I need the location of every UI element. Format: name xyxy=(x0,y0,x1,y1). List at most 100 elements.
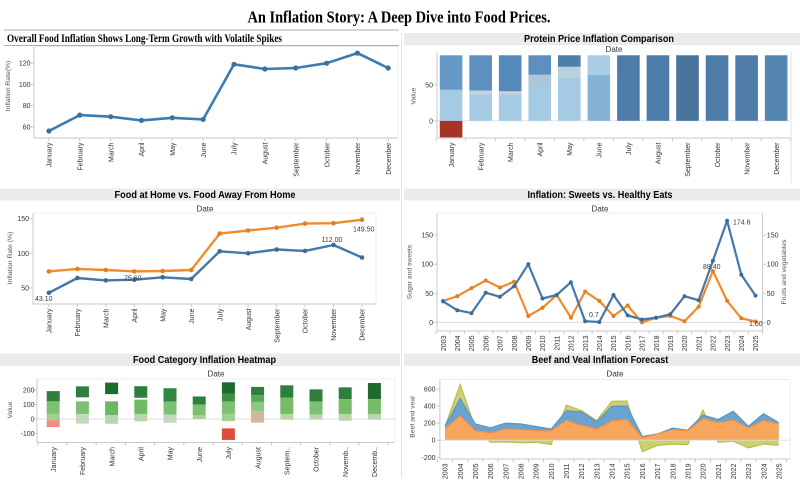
svg-text:Inflation Rate(%): Inflation Rate(%) xyxy=(5,61,12,112)
svg-text:112.00: 112.00 xyxy=(322,237,343,244)
svg-text:Septem..: Septem.. xyxy=(285,447,292,475)
svg-text:2007: 2007 xyxy=(503,463,510,479)
svg-text:January: January xyxy=(449,142,456,167)
svg-text:400: 400 xyxy=(424,404,436,411)
svg-text:2020: 2020 xyxy=(682,335,689,351)
svg-text:February: February xyxy=(478,142,485,171)
svg-text:August: August xyxy=(246,308,253,330)
svg-text:September: September xyxy=(293,142,300,177)
svg-text:88.40: 88.40 xyxy=(703,264,721,271)
svg-text:August: August xyxy=(263,142,270,164)
svg-text:100: 100 xyxy=(23,402,35,409)
svg-text:Inflation Rate (%): Inflation Rate (%) xyxy=(7,232,14,285)
svg-text:2017: 2017 xyxy=(640,335,647,351)
svg-text:2014: 2014 xyxy=(610,463,617,479)
svg-text:60: 60 xyxy=(23,124,31,131)
svg-text:2021: 2021 xyxy=(716,463,723,479)
svg-text:October: October xyxy=(303,308,310,334)
svg-text:174.6: 174.6 xyxy=(733,220,751,227)
svg-text:October: October xyxy=(715,142,722,168)
svg-text:Date: Date xyxy=(606,45,623,54)
svg-text:September: September xyxy=(685,142,692,177)
svg-text:June: June xyxy=(597,142,604,157)
svg-text:80: 80 xyxy=(23,103,31,110)
svg-text:Beef and Veal Inflation Foreca: Beef and Veal Inflation Forecast xyxy=(532,355,669,366)
svg-text:Date: Date xyxy=(197,205,214,214)
svg-text:2012: 2012 xyxy=(579,463,586,479)
svg-text:2019: 2019 xyxy=(668,335,675,351)
svg-text:June: June xyxy=(189,308,196,323)
svg-text:March: March xyxy=(108,142,115,162)
svg-text:April: April xyxy=(132,308,139,322)
svg-text:2013: 2013 xyxy=(583,335,590,351)
svg-text:200: 200 xyxy=(424,421,436,428)
svg-text:2004: 2004 xyxy=(455,335,462,351)
svg-text:September: September xyxy=(274,308,281,343)
svg-text:2018: 2018 xyxy=(654,335,661,351)
svg-text:2004: 2004 xyxy=(458,463,465,479)
svg-text:December: December xyxy=(774,142,781,175)
svg-text:January: January xyxy=(51,447,58,472)
svg-text:Date: Date xyxy=(607,370,624,379)
svg-text:May: May xyxy=(170,142,177,156)
svg-text:2003: 2003 xyxy=(443,463,450,479)
svg-text:Date: Date xyxy=(592,205,609,214)
svg-text:150: 150 xyxy=(17,216,29,223)
svg-text:Overall Food Inflation Shows L: Overall Food Inflation Shows Long-Term G… xyxy=(7,33,282,45)
svg-text:Sugar and sweets: Sugar and sweets xyxy=(407,244,414,299)
svg-text:120: 120 xyxy=(19,61,31,68)
svg-text:100: 100 xyxy=(767,262,779,269)
svg-text:2024: 2024 xyxy=(739,335,746,351)
svg-text:0: 0 xyxy=(429,320,433,327)
svg-text:January: January xyxy=(47,308,54,333)
svg-text:2011: 2011 xyxy=(564,463,571,478)
svg-text:2019: 2019 xyxy=(685,463,692,479)
svg-text:2022: 2022 xyxy=(711,335,718,351)
svg-text:200: 200 xyxy=(23,388,35,395)
svg-text:April: April xyxy=(139,142,146,156)
svg-text:January: January xyxy=(47,142,54,167)
svg-text:50: 50 xyxy=(425,82,433,89)
svg-text:2017: 2017 xyxy=(655,463,662,479)
svg-text:2025: 2025 xyxy=(776,463,783,479)
svg-text:600: 600 xyxy=(424,386,436,393)
svg-text:March: March xyxy=(508,142,515,162)
svg-text:October: October xyxy=(324,142,331,168)
svg-text:Decemb..: Decemb.. xyxy=(372,447,379,477)
svg-text:0: 0 xyxy=(767,320,771,327)
svg-text:100: 100 xyxy=(19,82,31,89)
svg-text:Food at Home vs. Food Away Fro: Food at Home vs. Food Away From Home xyxy=(115,190,296,201)
svg-text:April: April xyxy=(139,447,146,461)
svg-text:2013: 2013 xyxy=(594,463,601,479)
svg-text:May: May xyxy=(160,308,167,322)
svg-text:0: 0 xyxy=(429,118,433,125)
svg-text:An Inflation Story: A Deep Div: An Inflation Story: A Deep Dive into Foo… xyxy=(248,8,551,26)
svg-text:May: May xyxy=(567,142,574,156)
svg-text:2023: 2023 xyxy=(725,335,732,351)
svg-text:0.7: 0.7 xyxy=(589,312,599,319)
svg-text:July: July xyxy=(626,142,633,155)
svg-text:0: 0 xyxy=(31,417,35,424)
svg-text:Beef and veal: Beef and veal xyxy=(410,396,417,438)
svg-text:Inflation: Sweets vs. Healthy: Inflation: Sweets vs. Healthy Eats xyxy=(528,190,673,201)
svg-text:2022: 2022 xyxy=(731,463,738,479)
svg-text:2024: 2024 xyxy=(761,463,768,479)
svg-text:2012: 2012 xyxy=(569,335,576,351)
svg-text:March: March xyxy=(104,308,111,328)
svg-text:July: July xyxy=(226,447,233,460)
svg-text:Novemb..: Novemb.. xyxy=(343,447,350,477)
svg-text:Value: Value xyxy=(7,401,14,418)
svg-text:50: 50 xyxy=(767,291,775,298)
svg-text:2021: 2021 xyxy=(696,335,703,351)
svg-text:2016: 2016 xyxy=(640,463,647,479)
svg-text:75.60: 75.60 xyxy=(124,276,142,283)
svg-text:2010: 2010 xyxy=(549,463,556,479)
svg-text:August: August xyxy=(255,447,262,469)
svg-text:February: February xyxy=(77,142,84,171)
svg-text:2005: 2005 xyxy=(473,463,480,479)
svg-text:June: June xyxy=(197,447,204,462)
svg-text:2010: 2010 xyxy=(540,335,547,351)
svg-text:2023: 2023 xyxy=(746,463,753,479)
svg-text:50: 50 xyxy=(425,291,433,298)
svg-text:100: 100 xyxy=(421,262,433,269)
